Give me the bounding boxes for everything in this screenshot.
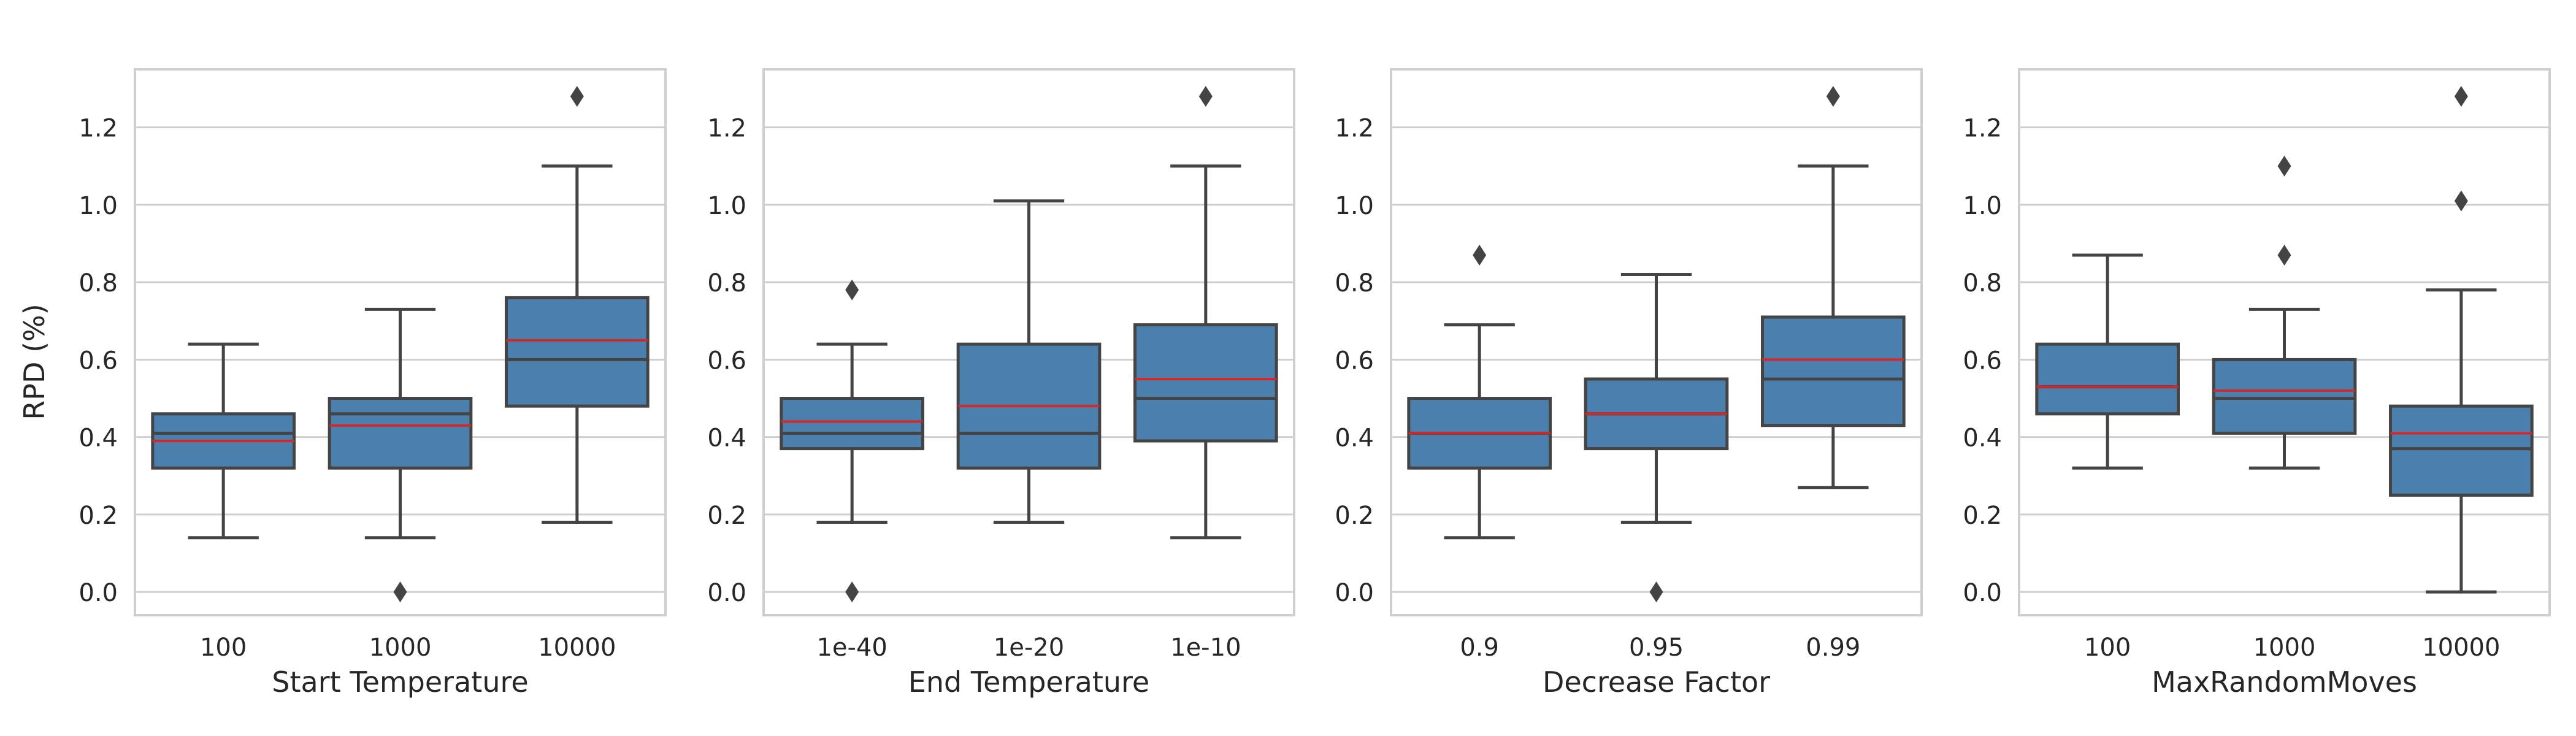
box-2 bbox=[1584, 273, 1729, 603]
y-tick-label: 0.4 bbox=[1335, 424, 1374, 453]
axes-frame bbox=[134, 68, 667, 616]
iqr-box bbox=[328, 397, 473, 470]
box-1 bbox=[151, 342, 296, 540]
y-tick-label: 1.2 bbox=[707, 115, 746, 143]
outlier-marker bbox=[845, 581, 859, 603]
box-3 bbox=[1133, 86, 1278, 540]
x-tick-label: 1000 bbox=[2253, 634, 2316, 662]
x-tick-label: 100 bbox=[2084, 634, 2131, 662]
outlier-marker bbox=[393, 581, 407, 603]
chart-panel-2: 0.0 0.2 0.4 0.6 0.8 1.0 1.2 1e-40 1e-20 1e-10 End … bbox=[707, 68, 1295, 699]
y-tick-label: 0.0 bbox=[79, 579, 118, 607]
iqr-box bbox=[1761, 315, 1906, 427]
outlier-marker bbox=[2277, 155, 2291, 177]
y-tick-label: 0.8 bbox=[1335, 269, 1374, 297]
axes-frame bbox=[1390, 68, 1923, 616]
axes-frame bbox=[2018, 68, 2551, 616]
chart-panel-4: 0.0 0.2 0.4 0.6 0.8 1.0 1.2 100 1000 10000MaxRand… bbox=[1963, 68, 2551, 699]
y-tick-label: 0.0 bbox=[1335, 579, 1374, 607]
outlier-marker bbox=[1198, 86, 1213, 107]
y-tick-label: 0.6 bbox=[1963, 347, 2002, 375]
axes-frame bbox=[762, 68, 1295, 616]
x-tick-label: 1e-20 bbox=[994, 634, 1064, 662]
box-1 bbox=[1407, 244, 1552, 540]
y-tick-label: 0.2 bbox=[707, 502, 746, 530]
y-tick-label: 0.6 bbox=[707, 347, 746, 375]
iqr-box bbox=[780, 397, 925, 451]
y-tick-label: 0.8 bbox=[707, 269, 746, 297]
outlier-marker bbox=[845, 279, 859, 301]
box-1 bbox=[2035, 253, 2180, 470]
box-3 bbox=[1761, 86, 1906, 489]
y-tick-label: 0.6 bbox=[79, 347, 118, 375]
y-tick-label: 1.2 bbox=[1963, 115, 2002, 143]
y-tick-label: 0.0 bbox=[1963, 579, 2002, 607]
x-tick-label: 0.95 bbox=[1629, 634, 1684, 662]
y-tick-label: 0.4 bbox=[707, 424, 746, 453]
y-tick-label: 0.6 bbox=[1335, 347, 1374, 375]
outlier-marker bbox=[570, 86, 584, 107]
x-tick-label: 10000 bbox=[2422, 634, 2500, 662]
x-axis-label: End Temperature bbox=[908, 665, 1149, 699]
x-tick-label: 0.9 bbox=[1460, 634, 1499, 662]
box-2 bbox=[328, 307, 473, 603]
y-tick-label: 1.0 bbox=[79, 192, 118, 220]
box-1 bbox=[780, 279, 925, 603]
x-axis-label: Start Temperature bbox=[272, 665, 528, 699]
outlier-marker bbox=[1649, 581, 1663, 603]
y-tick-label: 1.0 bbox=[1335, 192, 1374, 220]
iqr-box bbox=[2212, 358, 2357, 435]
box-3 bbox=[505, 86, 650, 524]
y-tick-label: 0.2 bbox=[1963, 502, 2002, 530]
outlier-marker bbox=[2454, 86, 2468, 107]
outlier-marker bbox=[2454, 190, 2468, 212]
box-2 bbox=[956, 199, 1102, 524]
iqr-box bbox=[1133, 323, 1278, 443]
iqr-box bbox=[505, 296, 650, 408]
y-tick-label: 1.0 bbox=[1963, 192, 2002, 220]
outlier-marker bbox=[1473, 244, 1487, 266]
y-tick-label: 1.0 bbox=[707, 192, 746, 220]
y-tick-label: 0.0 bbox=[707, 579, 746, 607]
iqr-box bbox=[2389, 404, 2534, 497]
y-axis-label: RPD (%) bbox=[18, 304, 51, 420]
x-tick-label: 100 bbox=[200, 634, 247, 662]
y-tick-label: 1.2 bbox=[79, 115, 118, 143]
chart-panel-3: 0.0 0.2 0.4 0.6 0.8 1.0 1.2 0.9 0.95 0.99 Decrease… bbox=[1335, 68, 1923, 699]
y-tick-label: 0.8 bbox=[79, 269, 118, 297]
outlier-marker bbox=[1826, 86, 1840, 107]
box-3 bbox=[2389, 86, 2534, 594]
y-tick-label: 1.2 bbox=[1335, 115, 1374, 143]
x-tick-label: 0.99 bbox=[1806, 634, 1860, 662]
x-tick-label: 10000 bbox=[538, 634, 616, 662]
x-tick-label: 1e-40 bbox=[816, 634, 887, 662]
y-tick-label: 0.4 bbox=[1963, 424, 2002, 453]
outlier-marker bbox=[2277, 244, 2291, 266]
y-tick-label: 0.2 bbox=[79, 502, 118, 530]
y-tick-label: 0.8 bbox=[1963, 269, 2002, 297]
x-tick-label: 1000 bbox=[369, 634, 432, 662]
y-tick-label: 0.2 bbox=[1335, 502, 1374, 530]
x-axis-label: Decrease Factor bbox=[1543, 665, 1770, 699]
x-axis-label: MaxRandomMoves bbox=[2152, 665, 2417, 699]
x-tick-label: 1e-10 bbox=[1170, 634, 1241, 662]
box-2 bbox=[2212, 155, 2357, 470]
y-tick-label: 0.4 bbox=[79, 424, 118, 453]
chart-panel-1: 0.0 0.2 0.4 0.6 0.8 1.0 1.2 100 1000 10000 Start T… bbox=[79, 68, 667, 699]
iqr-box bbox=[2035, 342, 2180, 416]
